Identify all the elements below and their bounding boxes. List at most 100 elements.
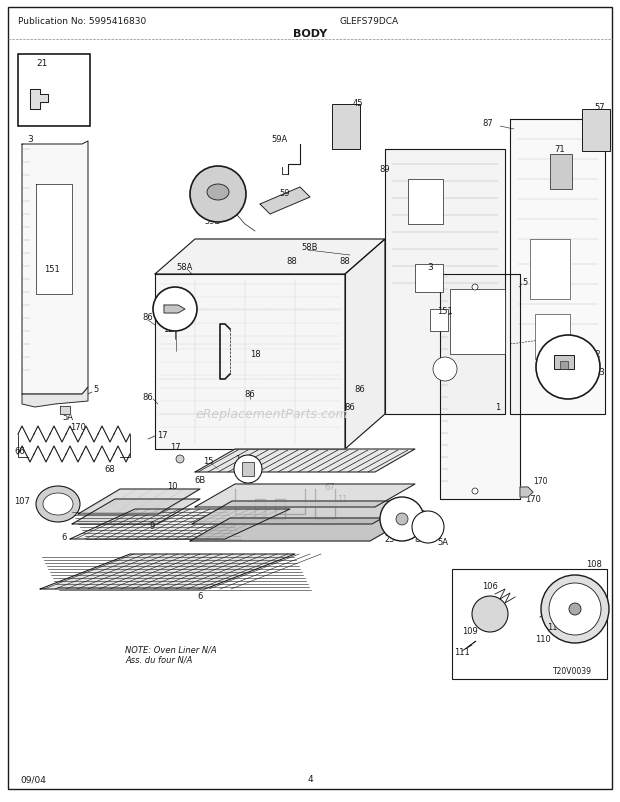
Text: 5: 5 [523,278,528,287]
Text: 42: 42 [387,518,397,527]
Polygon shape [260,188,310,215]
Circle shape [234,456,262,484]
Text: GLEFS79DCA: GLEFS79DCA [340,18,399,26]
Text: 6B: 6B [195,476,206,485]
Text: 170: 170 [70,423,86,432]
Text: 110: 110 [547,622,563,632]
Text: NOTE: Oven Liner N/A: NOTE: Oven Liner N/A [125,645,217,654]
Text: 62: 62 [577,340,587,349]
Text: 86: 86 [245,390,255,399]
Circle shape [240,464,256,480]
Bar [332,105,360,150]
Text: 9: 9 [149,522,154,531]
Text: 59A: 59A [272,136,288,144]
Polygon shape [520,488,533,497]
Text: 59: 59 [280,188,290,197]
Text: 86: 86 [355,385,365,394]
Polygon shape [30,90,48,110]
Text: 15: 15 [203,457,213,466]
Text: 67: 67 [325,483,335,492]
Text: 63: 63 [595,368,605,377]
Circle shape [549,583,601,635]
Text: 5A: 5A [63,413,74,422]
Text: 14: 14 [235,455,246,464]
Text: 25: 25 [385,535,396,544]
Text: 106: 106 [482,581,498,591]
Text: 170: 170 [525,495,541,504]
Text: 151: 151 [437,307,453,316]
Text: Publication No: 5995416830: Publication No: 5995416830 [18,18,146,26]
Circle shape [472,488,478,494]
Text: 170: 170 [533,477,547,486]
Bar [554,355,574,370]
Text: Ass. du four N/A: Ass. du four N/A [125,654,192,664]
Bar [550,155,572,190]
Bar [582,110,610,152]
Text: 57: 57 [595,103,605,111]
Text: 58A: 58A [177,263,193,272]
Text: 59B: 59B [205,217,221,225]
Circle shape [433,358,457,382]
Text: 110: 110 [535,634,551,644]
Polygon shape [192,501,412,525]
Text: 18: 18 [250,350,260,359]
Polygon shape [155,274,345,449]
Bar [415,265,443,293]
Bar [452,569,607,679]
Text: 3: 3 [427,263,433,272]
Polygon shape [440,274,520,500]
Ellipse shape [43,493,73,516]
Circle shape [541,575,609,643]
Polygon shape [70,509,290,539]
Polygon shape [72,500,200,525]
Ellipse shape [36,486,80,522]
Text: 11: 11 [337,495,347,504]
Text: 6: 6 [61,533,67,542]
Circle shape [569,603,581,615]
Text: 5: 5 [94,385,99,394]
Text: 3: 3 [27,136,33,144]
Polygon shape [155,240,385,274]
Text: 111: 111 [454,648,470,657]
Text: 89: 89 [379,165,391,174]
Polygon shape [36,184,72,294]
Circle shape [380,497,424,541]
Text: 09/04: 09/04 [20,775,46,784]
Text: 17: 17 [157,431,167,440]
Text: 12: 12 [162,325,173,334]
Polygon shape [78,489,200,514]
Bar [450,290,505,354]
Text: 86: 86 [143,313,153,322]
Text: 1: 1 [495,403,500,412]
Polygon shape [22,387,88,407]
Text: 88: 88 [286,257,298,266]
Text: 88: 88 [340,257,350,266]
Polygon shape [60,407,70,415]
Text: 109: 109 [462,626,478,636]
Bar [530,240,570,300]
Circle shape [396,513,408,525]
Ellipse shape [207,184,229,200]
Text: 151: 151 [44,265,60,274]
Circle shape [190,167,246,223]
Circle shape [472,596,508,632]
Text: 58: 58 [390,500,401,508]
Bar [242,463,254,476]
Polygon shape [195,484,415,508]
Text: 45: 45 [353,99,363,107]
Text: 10: 10 [167,482,177,491]
Polygon shape [190,518,410,541]
Text: 86: 86 [143,393,153,402]
Polygon shape [195,449,415,472]
Circle shape [536,335,600,399]
Circle shape [412,512,444,543]
Circle shape [153,288,197,331]
Text: 68: 68 [105,465,115,474]
Text: 29: 29 [243,478,253,487]
Bar [535,314,570,359]
Text: 58B: 58B [302,243,318,252]
Polygon shape [164,306,185,314]
Text: 8A: 8A [414,535,425,544]
Bar [430,310,448,331]
Text: 66: 66 [14,447,25,456]
